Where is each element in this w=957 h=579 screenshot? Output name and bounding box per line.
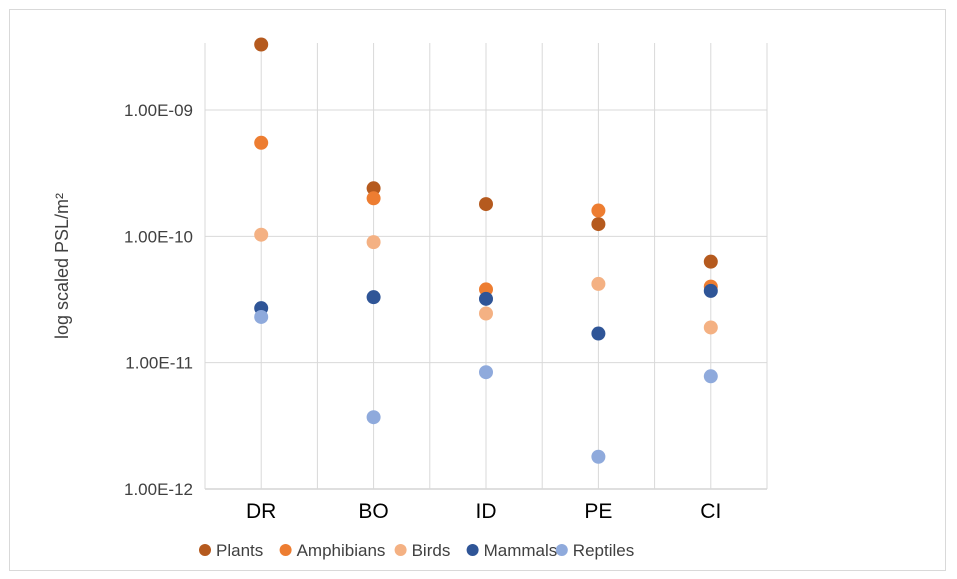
y-tick-label: 1.00E-11 — [125, 354, 193, 373]
data-point-birds — [254, 227, 269, 242]
y-axis-title: log scaled PSL/m² — [52, 193, 72, 339]
data-point-reptiles — [703, 369, 718, 384]
data-point-birds — [591, 276, 606, 291]
data-point-birds — [366, 235, 381, 250]
gridlines — [204, 43, 768, 490]
y-tick-labels: 1.00E-12 1.00E-11 1.00E-10 1.00E-09 — [124, 101, 193, 499]
legend-label: Mammals — [484, 541, 558, 560]
legend-marker-birds — [394, 544, 407, 556]
data-point-amphibians — [591, 203, 606, 218]
data-point-plants — [479, 197, 493, 212]
chart-frame — [9, 9, 946, 571]
data-point-reptiles — [366, 410, 381, 425]
legend-marker-mammals — [466, 544, 479, 556]
x-category-label: PE — [584, 500, 612, 523]
data-point-plants — [366, 181, 381, 196]
y-tick-label: 1.00E-12 — [124, 480, 193, 499]
legend-marker-amphibians — [279, 544, 292, 556]
data-point-plants — [591, 217, 606, 232]
legend: Plants Amphibians Birds Mammals Reptiles — [199, 541, 634, 560]
x-category-label: DR — [246, 500, 276, 523]
y-tick-label: 1.00E-10 — [124, 227, 193, 246]
data-point-birds — [703, 320, 718, 335]
x-category-label: BO — [358, 500, 388, 523]
data-point-amphibians — [254, 135, 269, 150]
legend-marker-plants — [199, 544, 211, 556]
data-point-mammals — [703, 283, 718, 298]
data-point-mammals — [366, 290, 381, 305]
legend-label: Amphibians — [297, 541, 386, 560]
data-point-reptiles — [591, 449, 606, 464]
data-points — [254, 37, 718, 464]
data-point-reptiles — [479, 365, 493, 380]
data-point-mammals — [479, 291, 493, 306]
data-point-plants — [703, 254, 718, 269]
legend-label: Birds — [412, 541, 451, 560]
legend-label: Reptiles — [573, 541, 634, 560]
data-point-birds — [479, 306, 493, 321]
data-point-reptiles — [254, 309, 269, 324]
data-point-mammals — [591, 326, 606, 341]
legend-marker-reptiles — [555, 544, 568, 556]
legend-label: Plants — [216, 541, 263, 560]
data-point-amphibians — [366, 191, 381, 206]
y-tick-label: 1.00E-09 — [124, 101, 193, 120]
data-point-plants — [254, 37, 269, 52]
x-category-label: ID — [476, 500, 497, 523]
x-category-label: CI — [700, 500, 721, 523]
x-category-labels: DR BO ID PE CI — [246, 500, 721, 523]
